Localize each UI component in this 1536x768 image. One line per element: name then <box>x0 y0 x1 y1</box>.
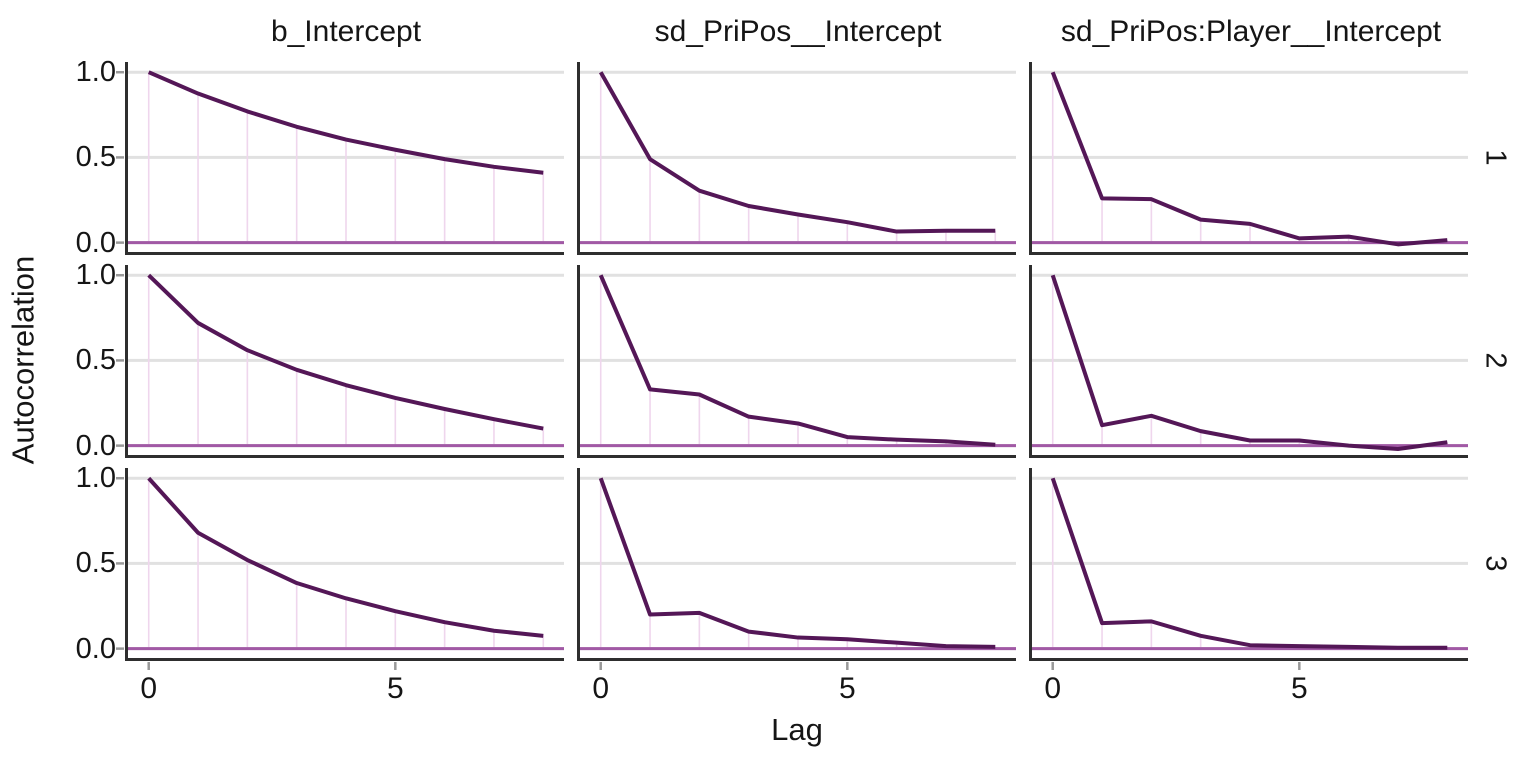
acf-panel-canvas <box>577 265 1016 458</box>
acf-line <box>598 274 996 447</box>
acf-line <box>147 70 544 175</box>
facet-row-label: 1 <box>1472 62 1518 252</box>
acf-panel-canvas <box>116 468 564 670</box>
acf-panel-canvas <box>577 468 1016 670</box>
acf-line <box>1050 274 1448 452</box>
y-tick-label: 0.5 <box>75 344 116 377</box>
acf-panel-canvas <box>577 62 1016 255</box>
acf-panel <box>1029 265 1468 458</box>
acf-panel-canvas <box>116 265 564 458</box>
facet-row-label: 3 <box>1472 468 1518 658</box>
acf-line <box>1050 71 1448 247</box>
y-tick-label: 0.5 <box>75 547 116 580</box>
x-tick-label: 0 <box>592 672 610 705</box>
acf-panel: 1.0 0.5 0.0 0 5 <box>76 462 564 705</box>
x-tick-label: 5 <box>838 672 856 705</box>
y-tick-label: 0.0 <box>75 429 116 462</box>
x-axis-title: Lag <box>771 712 823 747</box>
facet-column-title: sd_PriPos:Player__Intercept <box>1060 15 1442 48</box>
facet-row-label-text: 2 <box>1479 351 1512 369</box>
y-tick-label: 0.0 <box>75 226 116 259</box>
acf-panel <box>577 265 1016 458</box>
y-axis-title: Autocorrelation <box>0 62 46 658</box>
facet-column-title: b_Intercept <box>270 15 422 48</box>
acf-line <box>147 476 544 638</box>
acf-line <box>598 477 996 649</box>
y-tick-label: 0.0 <box>75 632 116 665</box>
acf-line <box>147 273 544 431</box>
acf-panel-canvas <box>1029 265 1468 458</box>
acf-panel-canvas <box>1029 468 1468 670</box>
acf-line <box>1050 477 1448 650</box>
x-tick-label: 0 <box>140 672 158 705</box>
y-axis-title-text: Autocorrelation <box>5 255 41 465</box>
x-tick-label: 0 <box>1044 672 1062 705</box>
y-tick-label: 1.0 <box>75 56 116 89</box>
x-tick-label: 5 <box>1290 672 1308 705</box>
acf-panel <box>1029 62 1468 255</box>
y-tick-label: 1.0 <box>75 462 116 495</box>
acf-panel <box>577 62 1016 255</box>
acf-line <box>598 71 996 234</box>
acf-panel-canvas <box>1029 62 1468 255</box>
y-tick-label: 0.5 <box>75 141 116 174</box>
facet-row-label: 2 <box>1472 265 1518 455</box>
facet-row-label-text: 3 <box>1479 554 1512 572</box>
acf-panel: 1.0 0.5 0.0 <box>76 259 564 462</box>
y-tick-label: 1.0 <box>75 259 116 292</box>
facet-row-label-text: 1 <box>1479 148 1512 166</box>
acf-panel: 1.0 0.5 0.0 <box>76 56 564 259</box>
facet-column-title: sd_PriPos__Intercept <box>654 15 942 48</box>
x-tick-label: 5 <box>386 672 404 705</box>
acf-panel-canvas <box>116 62 564 255</box>
